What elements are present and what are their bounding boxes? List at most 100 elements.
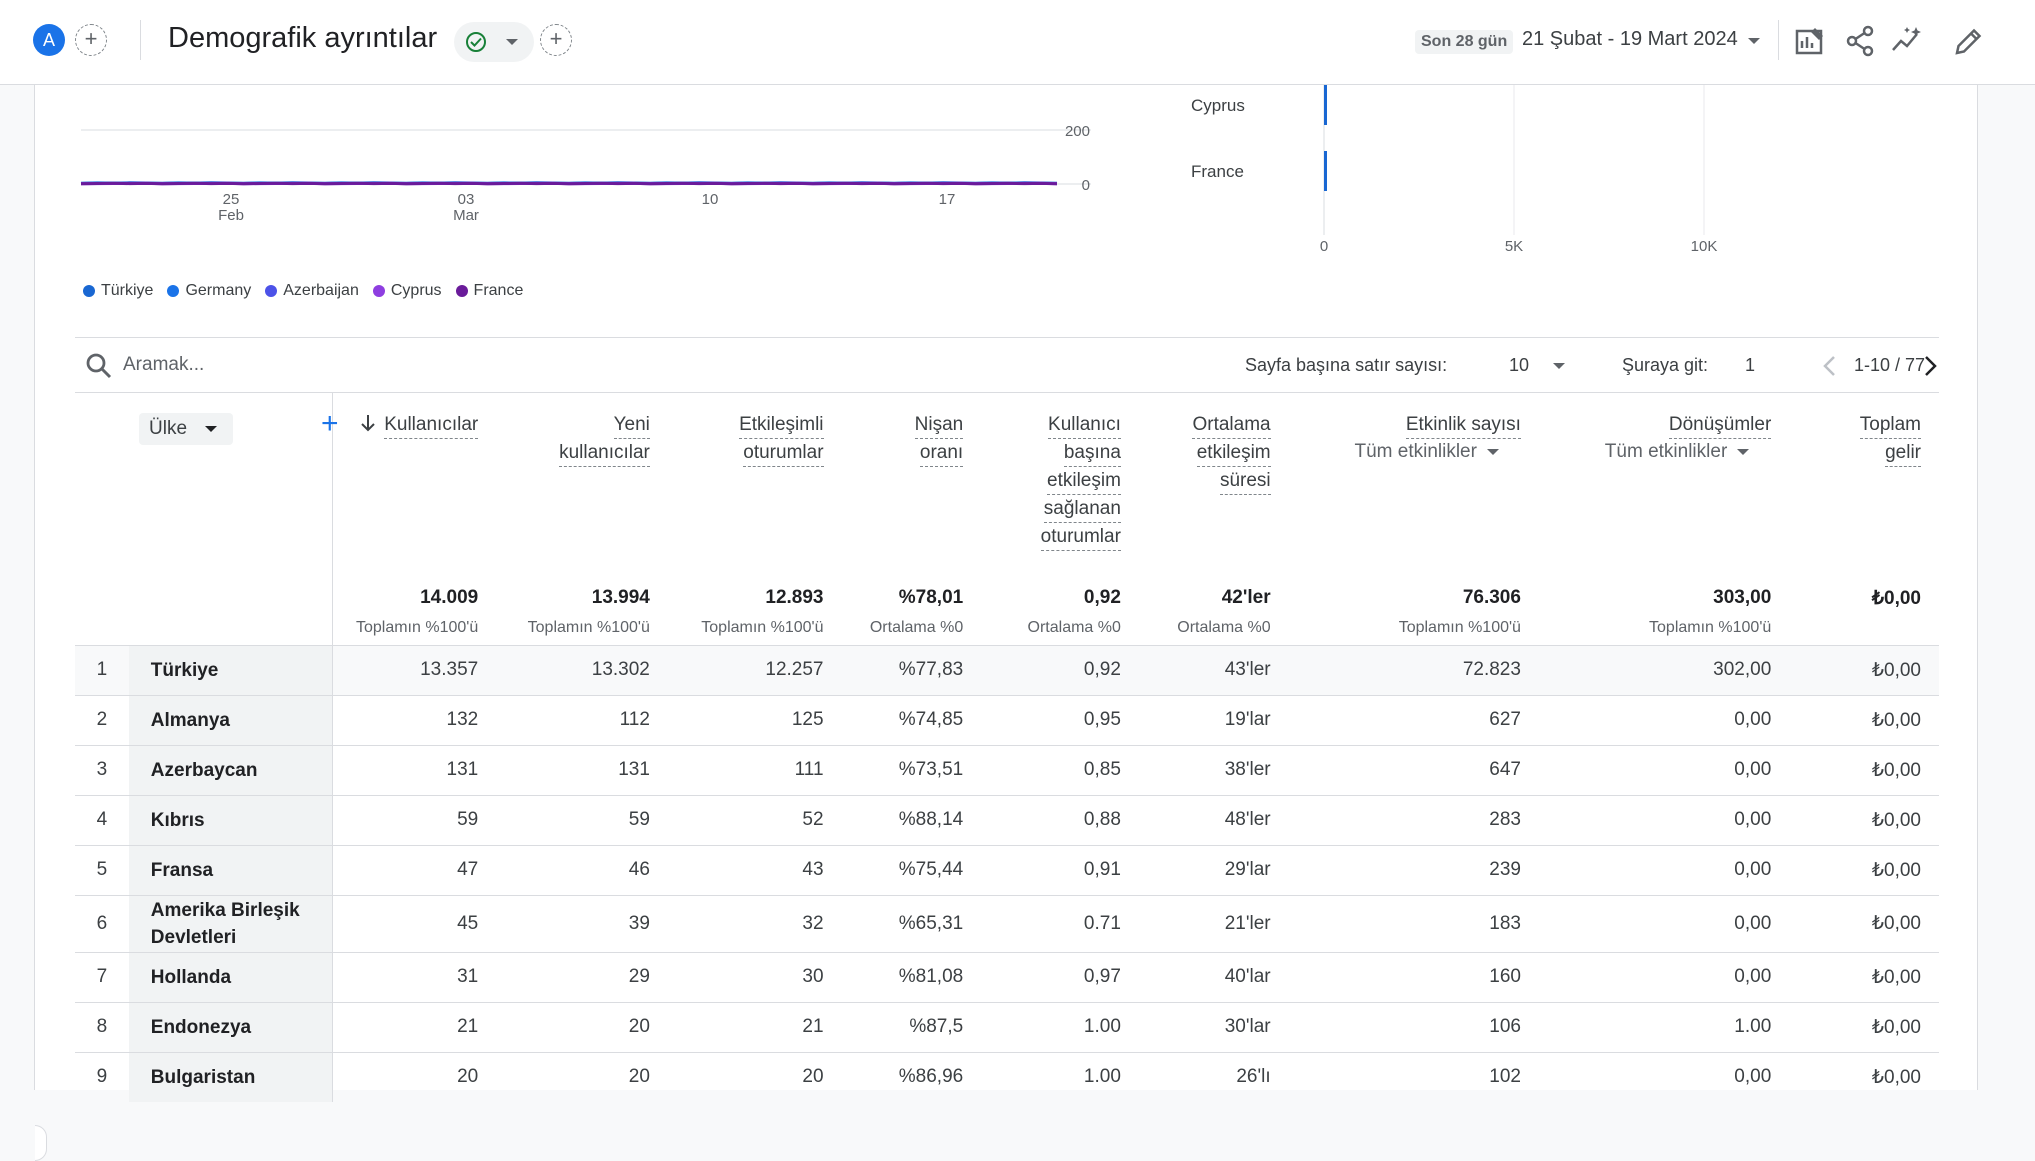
side-panel-handle[interactable] <box>35 1125 47 1161</box>
metric-cell: ₺0,00 <box>1789 745 1939 795</box>
status-dropdown[interactable] <box>454 22 534 62</box>
add-dimension-button[interactable]: + <box>321 407 339 441</box>
metric-cell: 20 <box>332 1052 496 1102</box>
legend-item[interactable]: Azerbaijan <box>265 282 359 300</box>
metric-cell: 72.823 <box>1289 645 1539 695</box>
chevron-down-icon[interactable] <box>1553 363 1565 369</box>
insights-icon[interactable] <box>1890 24 1924 58</box>
metric-cell: ₺0,00 <box>1789 952 1939 1002</box>
divider <box>1778 20 1779 60</box>
total-value: ₺0,00 <box>1789 587 1921 610</box>
rows-per-page-label: Sayfa başına satır sayısı: <box>1245 355 1447 376</box>
dimension-select[interactable]: Ülke <box>139 413 233 445</box>
country-cell[interactable]: Endonezya <box>129 1002 333 1052</box>
legend-dot <box>83 285 95 297</box>
y-tick-label: 0 <box>1082 177 1090 194</box>
column-header-label: oturumlar <box>743 439 823 467</box>
legend-item[interactable]: France <box>456 282 524 300</box>
legend-item[interactable]: Cyprus <box>373 282 442 300</box>
event-filter-select[interactable]: Tüm etkinlikler <box>1539 441 1749 463</box>
legend-label: Azerbaijan <box>283 282 359 300</box>
country-cell[interactable]: Türkiye <box>129 645 333 695</box>
event-filter-label: Tüm etkinlikler <box>1605 441 1727 462</box>
country-cell[interactable]: Bulgaristan <box>129 1052 333 1102</box>
legend-item[interactable]: Türkiye <box>83 282 153 300</box>
metric-cell: 59 <box>496 795 668 845</box>
metric-cell: 0,00 <box>1539 1052 1789 1102</box>
total-subtext: Ortalama %0 <box>842 619 964 637</box>
customize-report-icon[interactable] <box>1793 24 1827 58</box>
metric-cell: %86,96 <box>842 1052 982 1102</box>
total-value: 42'ler <box>1139 587 1271 609</box>
edit-icon[interactable] <box>1952 24 1986 58</box>
column-header-label: oturumlar <box>1041 523 1121 551</box>
column-header-label: süresi <box>1220 467 1271 495</box>
metric-cell: 0,00 <box>1539 952 1789 1002</box>
chevron-down-icon[interactable] <box>1748 38 1760 44</box>
row-rank: 3 <box>75 745 129 795</box>
country-cell[interactable]: Azerbaycan <box>129 745 333 795</box>
metric-cell: 132 <box>332 695 496 745</box>
country-cell[interactable]: Amerika Birleşik Devletleri <box>129 895 333 952</box>
x-tick-label: 0 <box>1320 238 1328 255</box>
avatar[interactable]: A <box>33 24 65 56</box>
legend-dot <box>456 285 468 297</box>
event-filter-select[interactable]: Tüm etkinlikler <box>1289 441 1499 463</box>
country-cell[interactable]: Fransa <box>129 845 333 895</box>
column-header-label: Etkileşimli <box>739 411 823 439</box>
date-range-picker[interactable]: 21 Şubat - 19 Mart 2024 <box>1522 28 1738 51</box>
legend-item[interactable]: Germany <box>167 282 251 300</box>
column-header-label: Toplam <box>1860 411 1921 439</box>
metric-cell: 0,92 <box>981 645 1139 695</box>
x-tick-label: 25 <box>223 191 240 208</box>
metric-cell: 20 <box>496 1052 668 1102</box>
metric-cell: 0,00 <box>1539 745 1789 795</box>
metric-cell: 39 <box>496 895 668 952</box>
totals-label-cell <box>75 581 332 645</box>
row-rank: 5 <box>75 845 129 895</box>
total-subtext: Toplamın %100'ü <box>1289 619 1521 637</box>
total-value: %78,01 <box>842 587 964 609</box>
next-page-icon[interactable] <box>1919 352 1941 380</box>
column-header[interactable]: Kullanıcılar <box>332 393 496 581</box>
country-cell[interactable]: Almanya <box>129 695 333 745</box>
chevron-down-icon <box>506 39 518 45</box>
add-comparison-button[interactable]: + <box>75 24 107 56</box>
previous-page-icon[interactable] <box>1819 352 1841 380</box>
share-icon[interactable] <box>1843 24 1877 58</box>
metric-cell: 183 <box>1289 895 1539 952</box>
search-input[interactable] <box>123 350 723 380</box>
metric-cell: 29 <box>496 952 668 1002</box>
add-filter-button[interactable]: + <box>540 24 572 56</box>
goto-page-input[interactable]: 1 <box>1745 355 1755 376</box>
rows-per-page-select[interactable]: 10 <box>1509 355 1529 376</box>
metric-cell: 0,00 <box>1539 845 1789 895</box>
column-header-label: etkileşim <box>1047 467 1121 495</box>
country-cell[interactable]: Hollanda <box>129 952 333 1002</box>
sort-arrow-down-icon[interactable] <box>360 414 384 435</box>
country-cell[interactable]: Kıbrıs <box>129 795 333 845</box>
metric-cell: 627 <box>1289 695 1539 745</box>
top-bar: A + Demografik ayrıntılar + Son 28 gün 2… <box>0 0 2035 85</box>
